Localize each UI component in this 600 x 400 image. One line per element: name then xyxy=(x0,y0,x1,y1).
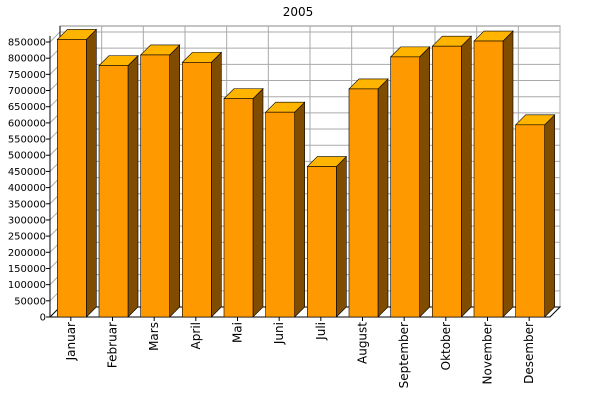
bar-mai xyxy=(223,87,264,318)
bar-front xyxy=(140,54,170,318)
bar-side xyxy=(461,35,472,318)
bar-februar xyxy=(98,54,139,318)
bar-november xyxy=(473,30,514,318)
bar-front xyxy=(432,45,462,318)
y-tick-label: 150000 xyxy=(8,264,46,275)
x-tick-label: Mars xyxy=(147,322,161,351)
y-tick-label: 300000 xyxy=(8,215,46,226)
chart-title: 2005 xyxy=(283,5,314,19)
y-tick-label: 0 xyxy=(40,313,46,324)
bar-side xyxy=(294,101,305,318)
y-tick-label: 550000 xyxy=(8,135,46,146)
bar-side xyxy=(127,54,139,318)
y-tick-label: 450000 xyxy=(8,167,46,178)
y-tick-label: 350000 xyxy=(8,199,46,210)
bar-side xyxy=(211,51,222,318)
bar-side xyxy=(252,87,264,318)
bar-juni xyxy=(264,101,306,318)
y-tick-label: 650000 xyxy=(8,102,46,113)
bars-layer xyxy=(56,28,556,318)
x-tick-label: September xyxy=(397,322,411,388)
bar-front xyxy=(515,124,545,318)
bar-august xyxy=(348,78,389,318)
x-tick-label: August xyxy=(356,322,370,364)
y-tick-label: 800000 xyxy=(8,54,46,65)
bar-front xyxy=(473,40,504,318)
bar-oktober xyxy=(431,35,473,318)
x-tick-label: Desember xyxy=(522,322,536,384)
bar-front xyxy=(348,88,379,318)
y-tick-label: 100000 xyxy=(8,280,46,291)
y-tick-label: 750000 xyxy=(8,70,46,81)
side-gridline xyxy=(49,31,61,43)
bar-front xyxy=(265,111,295,318)
bar-september xyxy=(389,46,431,318)
bar-side xyxy=(336,155,347,318)
labels-layer: 0 50000 100000 150000 200000 250000 300000 3500… xyxy=(8,38,536,389)
bar-desember xyxy=(514,114,556,318)
bar-side xyxy=(377,78,389,318)
bar-juli xyxy=(306,155,348,318)
y-tick-label: 500000 xyxy=(8,151,46,162)
bar-side xyxy=(502,30,514,318)
bar-side xyxy=(419,46,430,318)
x-tick-label: Juli xyxy=(314,322,328,341)
x-tick-label: Februar xyxy=(106,322,120,368)
x-tick-label: November xyxy=(481,322,495,384)
bar-side xyxy=(169,44,180,318)
y-tick-label: 600000 xyxy=(8,118,46,129)
bar-front xyxy=(182,62,212,318)
bar-januar xyxy=(56,28,98,318)
x-tick-label: Mai xyxy=(231,322,245,343)
y-tick-label: 50000 xyxy=(14,296,46,307)
bar-front xyxy=(390,56,420,318)
y-tick-label: 700000 xyxy=(8,86,46,97)
bar-front xyxy=(57,39,87,318)
y-tick-label: 400000 xyxy=(8,183,46,194)
bar-side xyxy=(544,114,555,318)
y-tick-label: 850000 xyxy=(8,38,46,49)
bar-front xyxy=(223,98,254,318)
bar-side xyxy=(86,28,97,318)
bar-front xyxy=(307,166,337,318)
bar-mars xyxy=(139,44,181,318)
bar-front xyxy=(98,65,129,318)
bar-april xyxy=(181,51,223,318)
x-tick-label: Januar xyxy=(64,322,78,361)
x-tick-label: April xyxy=(189,322,203,349)
x-tick-label: Oktober xyxy=(439,322,453,370)
y-tick-label: 250000 xyxy=(8,232,46,243)
y-tick-label: 200000 xyxy=(8,248,46,259)
x-tick-label: Juni xyxy=(272,322,286,345)
